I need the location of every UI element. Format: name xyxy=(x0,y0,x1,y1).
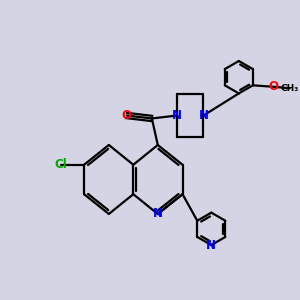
Text: N: N xyxy=(206,238,216,251)
Text: N: N xyxy=(199,109,208,122)
Text: N: N xyxy=(172,109,182,122)
Text: O: O xyxy=(268,80,278,93)
Text: Cl: Cl xyxy=(54,158,67,171)
Text: O: O xyxy=(122,109,132,122)
Text: CH₃: CH₃ xyxy=(280,84,299,93)
Text: N: N xyxy=(153,208,163,220)
